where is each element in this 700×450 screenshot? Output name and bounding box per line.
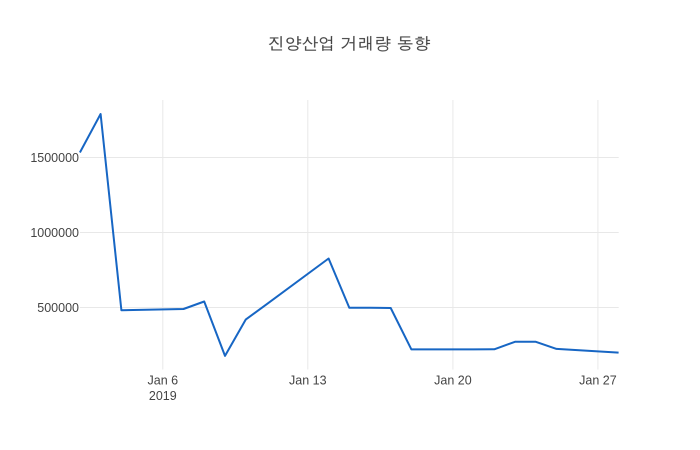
svg-text:500000: 500000 bbox=[37, 301, 79, 315]
svg-text:Jan 13: Jan 13 bbox=[289, 373, 327, 387]
svg-text:Jan 20: Jan 20 bbox=[434, 373, 472, 387]
svg-text:Jan 6: Jan 6 bbox=[148, 373, 179, 387]
svg-text:Jan 27: Jan 27 bbox=[579, 373, 617, 387]
svg-text:2019: 2019 bbox=[149, 389, 177, 403]
svg-text:1000000: 1000000 bbox=[30, 226, 79, 240]
svg-text:1500000: 1500000 bbox=[30, 151, 79, 165]
